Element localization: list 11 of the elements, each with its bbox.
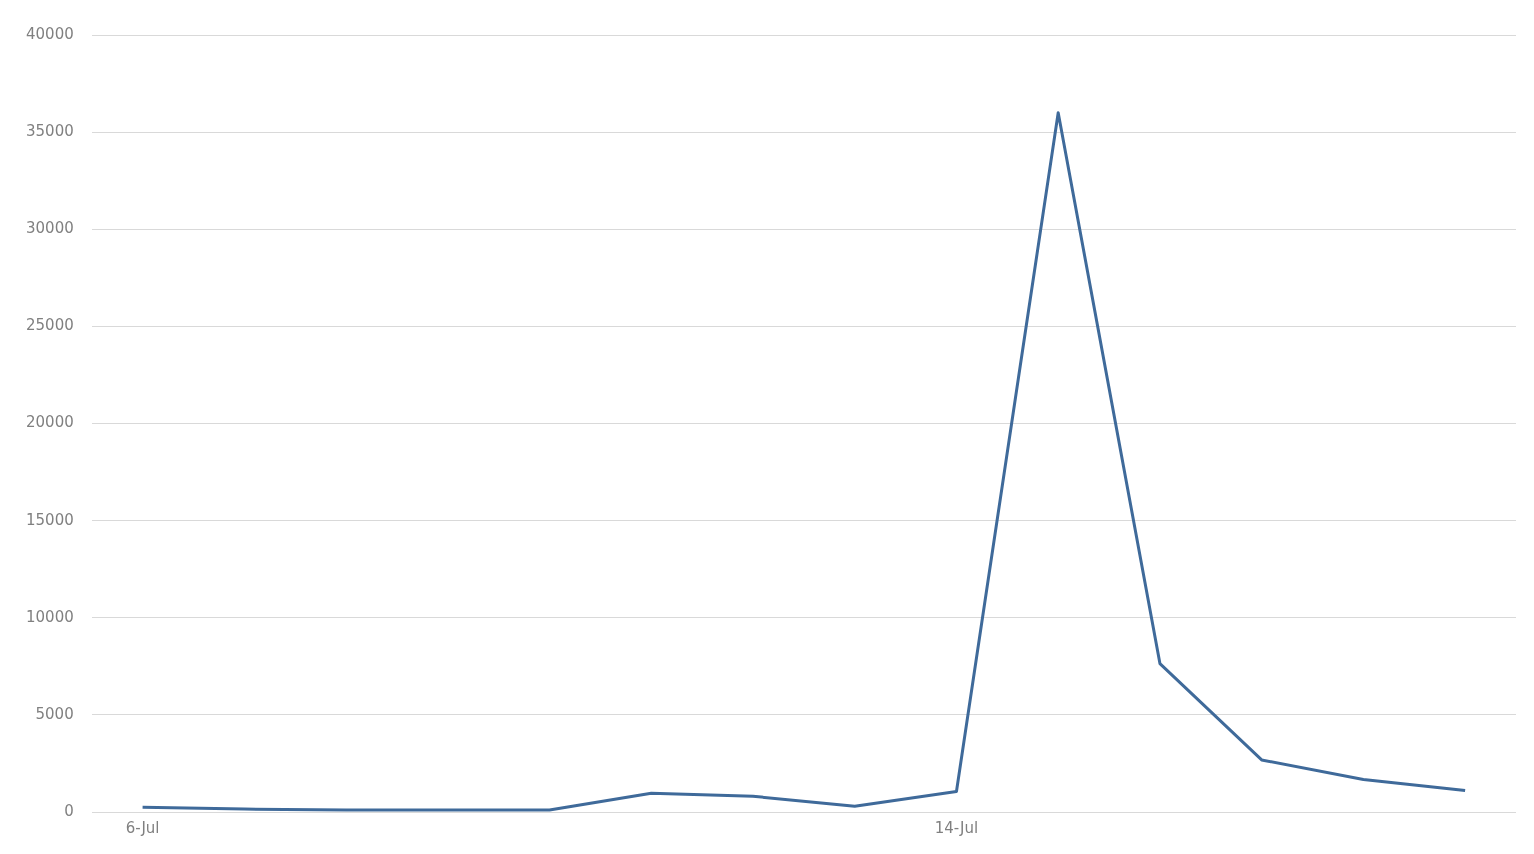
y-tick-label: 10000: [26, 607, 74, 626]
x-tick-label: 14-Jul: [934, 818, 979, 837]
y-tick-label: 0: [64, 801, 74, 820]
y-tick-label: 25000: [26, 316, 74, 335]
y-tick-label: 35000: [26, 122, 74, 141]
x-tick-label: 6-Jul: [125, 818, 160, 837]
y-tick-label: 30000: [26, 219, 74, 238]
y-tick-label: 20000: [26, 413, 74, 432]
y-tick-label: 40000: [26, 24, 74, 43]
y-tick-label: 15000: [26, 510, 74, 529]
y-tick-label: 5000: [35, 704, 74, 723]
